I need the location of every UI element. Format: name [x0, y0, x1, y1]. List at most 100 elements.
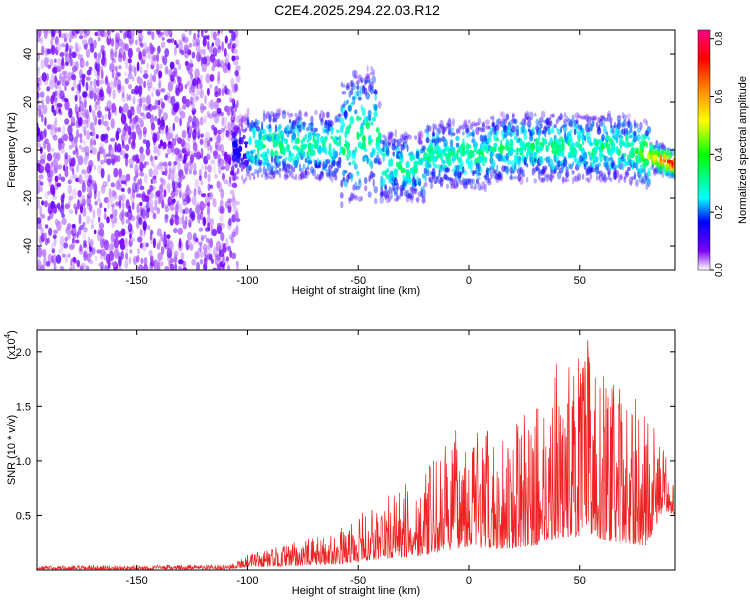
spectrogram-cell — [450, 131, 453, 138]
spectrogram-cell — [505, 114, 510, 120]
spectrogram-cell — [205, 30, 209, 33]
spectrogram-cell — [82, 195, 86, 204]
spectrogram-cell — [203, 35, 209, 40]
spectrogram-cell — [352, 192, 356, 199]
spectrogram-cell — [636, 127, 642, 133]
spectrogram-cell — [172, 122, 176, 132]
spectrogram-cell — [93, 164, 97, 171]
spectrogram-cell — [499, 147, 503, 156]
spectrogram-cell — [92, 109, 96, 121]
spectrogram-cell — [429, 142, 434, 147]
spectrogram-cell — [113, 167, 119, 178]
spectrogram-cell — [137, 236, 143, 243]
spectrogram-cell — [421, 196, 426, 204]
spectrogram-cell — [183, 36, 189, 44]
spectrogram-cell — [613, 175, 617, 180]
spectrogram-cell — [373, 186, 379, 194]
spectrogram-cell — [85, 48, 91, 58]
spectrogram-cell — [57, 202, 61, 210]
spectrogram-cell — [268, 115, 272, 124]
spectrogram-cell — [138, 84, 143, 96]
spectrogram-cell — [471, 186, 476, 190]
spectrogram-cell — [394, 128, 397, 138]
spectrogram-cell — [167, 182, 171, 193]
spectrogram-cell — [195, 201, 201, 212]
spectrogram-cell — [507, 159, 512, 165]
spectrogram-cell — [374, 94, 378, 101]
spectrogram-cell — [177, 153, 183, 162]
spectrogram-cell — [37, 81, 40, 88]
spectrogram-cell — [311, 131, 317, 136]
spectrogram-cell — [157, 99, 161, 106]
spectrogram-cell — [160, 261, 164, 267]
spectrogram-cell — [167, 146, 172, 155]
spectrogram-cell — [116, 127, 122, 134]
spectrogram-cell — [564, 170, 570, 179]
spectrogram-cell — [195, 95, 200, 101]
spectrogram-cell — [226, 198, 233, 203]
spectrogram-cell — [427, 125, 432, 132]
spectrogram-cell — [278, 108, 282, 116]
spectrogram-cell — [197, 186, 201, 195]
spectrogram-cell — [270, 176, 274, 180]
spectrogram-cell — [264, 172, 268, 181]
spectrogram-cell — [52, 96, 58, 102]
spectrogram-cell — [180, 252, 185, 260]
spectrogram-cell — [353, 75, 358, 80]
spectrogram-cell — [128, 205, 132, 214]
spectrogram-cell — [360, 195, 363, 202]
spectrogram-cell — [78, 246, 84, 255]
spectrogram-cell — [274, 118, 278, 123]
spectrogram-cell — [62, 192, 65, 199]
spectrogram-cell — [377, 161, 383, 165]
spectrogram-cell — [175, 101, 180, 110]
spectrogram-cell — [64, 254, 69, 264]
spectrogram-cell — [630, 151, 635, 159]
spectrogram-cell — [117, 184, 123, 191]
spectrogram-cell — [98, 262, 104, 267]
spectrogram-cell — [168, 127, 172, 132]
spectrogram-cell — [264, 114, 268, 120]
spectrogram-cell — [232, 206, 239, 214]
spectrogram-cell — [114, 229, 120, 239]
spectrogram-cell — [155, 190, 161, 198]
spectrogram-cell — [44, 162, 51, 174]
spectrogram-cell — [602, 175, 608, 184]
spectrogram-cell — [157, 118, 161, 126]
spectrogram-cell — [358, 179, 362, 189]
spectrogram-cell — [391, 138, 396, 147]
spectrogram-cell — [38, 186, 43, 192]
spectrogram-cell — [479, 134, 484, 142]
spectrogram-cell — [93, 39, 97, 49]
spectrogram-cell — [114, 105, 117, 116]
spectrogram-cell — [418, 181, 421, 187]
spectrogram-cell — [120, 106, 124, 116]
spectrogram-cell — [551, 113, 555, 117]
spectrogram-cell — [319, 109, 324, 119]
spectrogram-cell — [495, 137, 500, 142]
spectrogram-cell — [139, 228, 143, 237]
spectrogram-cell — [628, 176, 634, 185]
spectrogram-cell — [553, 168, 557, 175]
spectrogram-cell — [127, 223, 133, 233]
spectrogram-cell — [365, 92, 371, 100]
spectrogram-cell — [143, 256, 148, 267]
spectrogram-cell — [643, 118, 647, 125]
spectrogram-cell — [336, 165, 339, 172]
spectrogram-cell — [72, 174, 78, 180]
spectrogram-cell — [137, 117, 143, 124]
spectrogram-cell — [348, 197, 351, 204]
spectrogram-cell — [131, 30, 135, 38]
spectrogram-cell — [288, 164, 292, 170]
spectrogram-cell — [525, 112, 529, 120]
spectrogram-cell — [617, 114, 621, 118]
spectrogram-cell — [330, 126, 334, 136]
spectrogram-cell — [496, 129, 499, 136]
spectrogram-cell — [140, 208, 146, 219]
spectrogram-cell — [649, 166, 652, 171]
spectrogram-cell — [46, 57, 50, 63]
spectrogram-cell — [273, 169, 279, 174]
spectrogram-cell — [463, 183, 468, 190]
spectrogram-cell — [99, 228, 104, 237]
spectrogram-cell — [209, 83, 213, 90]
